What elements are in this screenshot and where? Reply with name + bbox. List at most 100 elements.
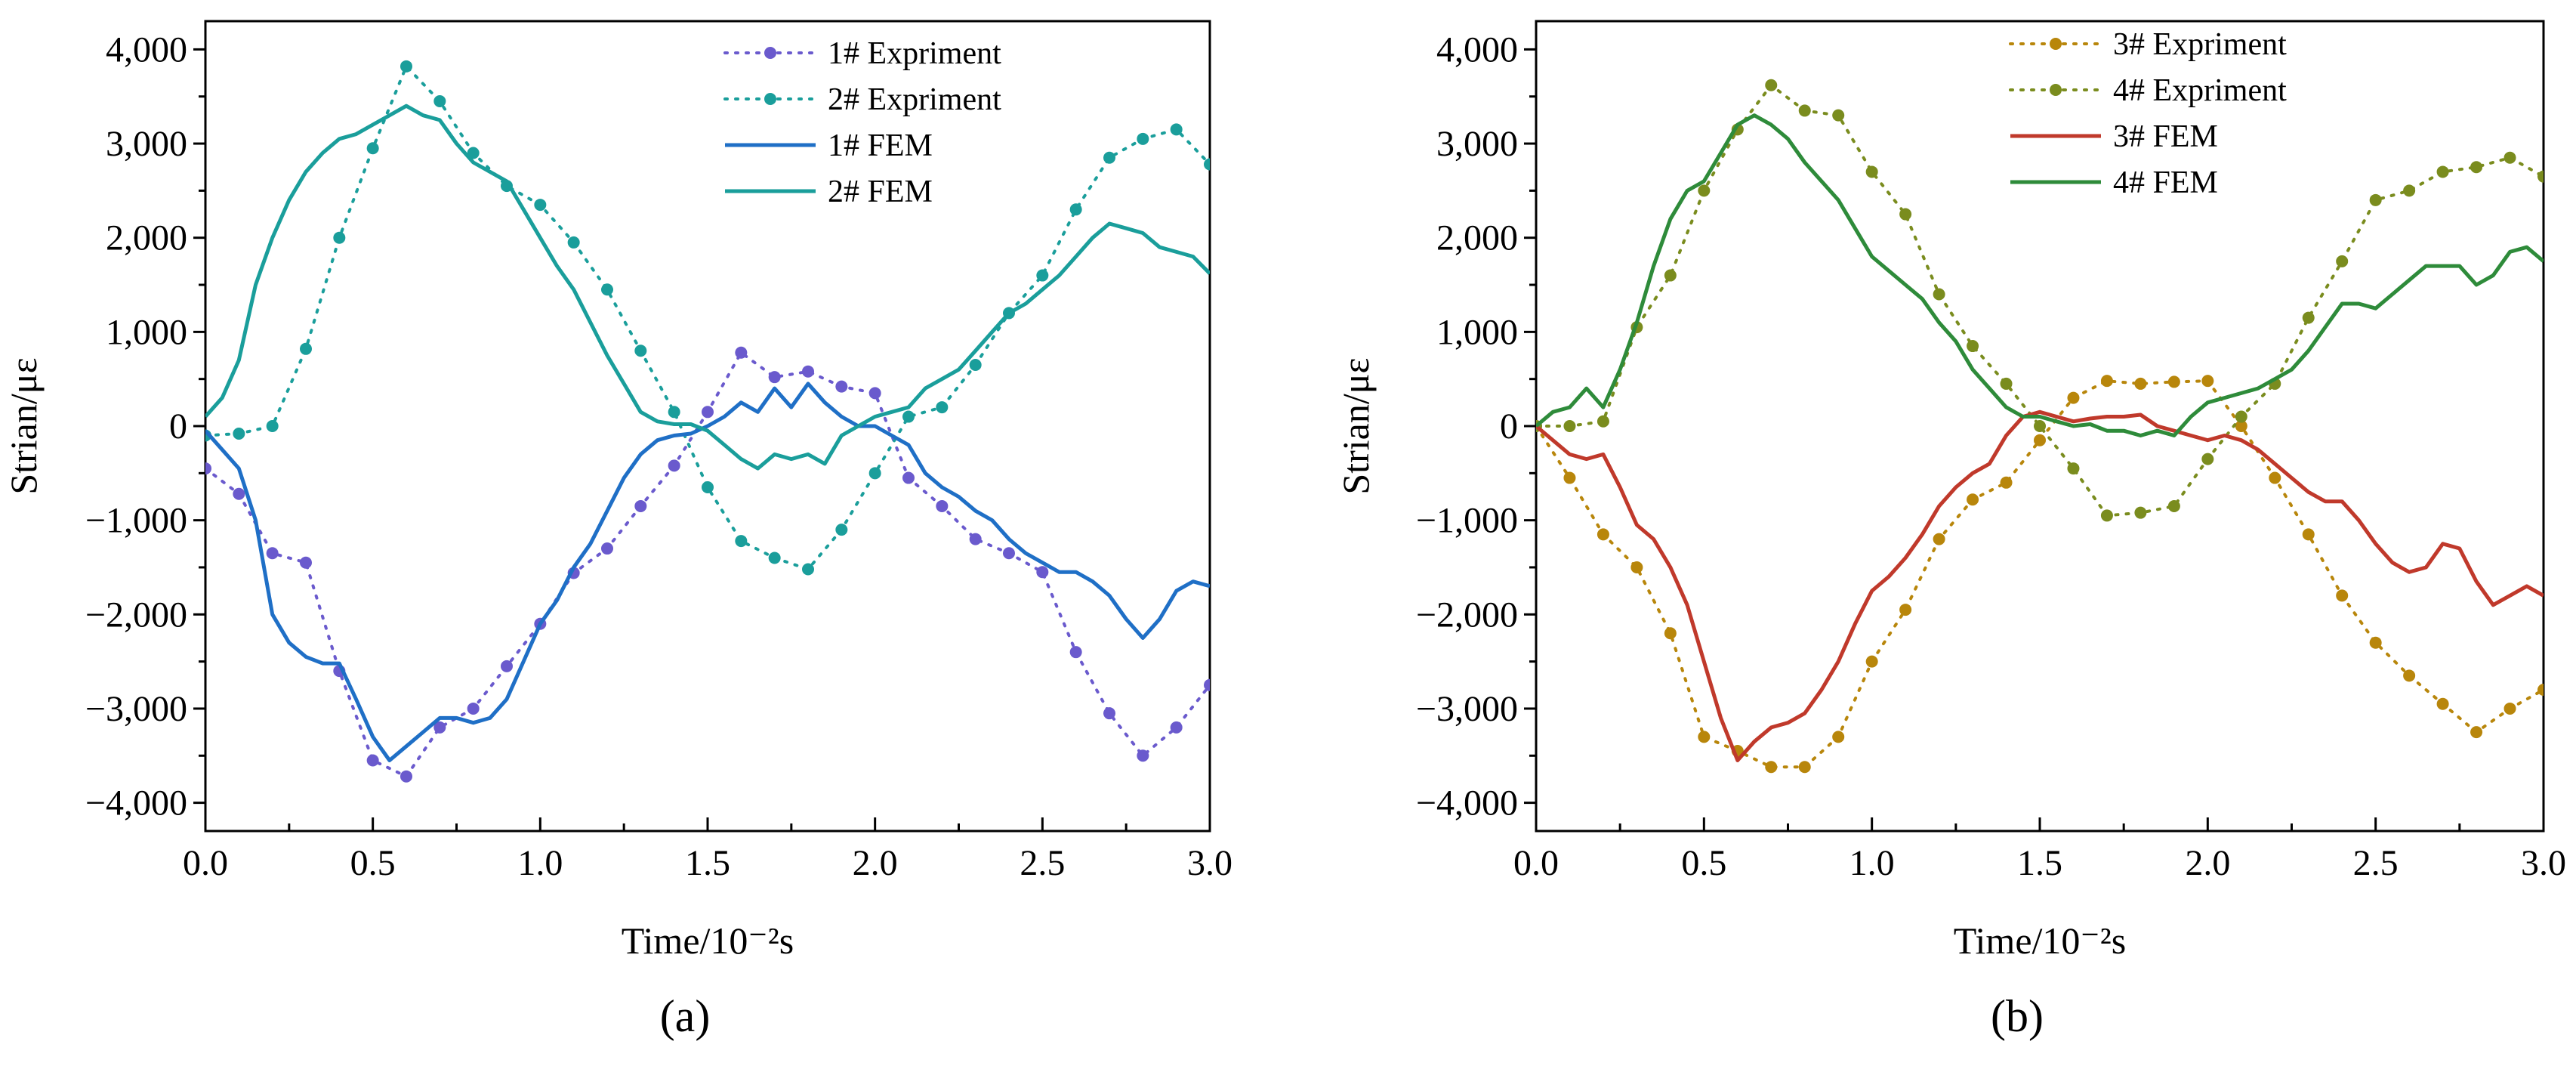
series-2-expriment bbox=[205, 60, 1210, 576]
data-point bbox=[467, 147, 480, 159]
data-point bbox=[567, 236, 580, 249]
y-tick-label: −4,000 bbox=[1416, 783, 1518, 823]
y-tick-label: 1,000 bbox=[106, 312, 187, 352]
series-1-fem bbox=[205, 382, 1210, 762]
data-point bbox=[2167, 375, 2180, 388]
data-point bbox=[1103, 707, 1115, 720]
data-point bbox=[835, 524, 848, 536]
data-point bbox=[300, 342, 312, 355]
data-point bbox=[300, 556, 312, 569]
data-point bbox=[702, 406, 714, 419]
data-point bbox=[634, 344, 647, 357]
x-axis-label: Time/10⁻²s bbox=[622, 919, 794, 962]
data-point bbox=[868, 387, 881, 400]
x-axis-label: Time/10⁻²s bbox=[1954, 919, 2127, 962]
legend-label: 2# FEM bbox=[828, 175, 933, 209]
y-tick-label: −2,000 bbox=[85, 595, 187, 635]
data-point bbox=[2034, 420, 2046, 432]
legend-marker bbox=[2050, 38, 2062, 50]
y-tick-label: −4,000 bbox=[85, 783, 187, 823]
series-line bbox=[205, 382, 1210, 762]
data-point bbox=[1967, 493, 1979, 506]
legend-label: 3# Expriment bbox=[2113, 27, 2287, 62]
series-4-fem bbox=[1536, 113, 2544, 437]
data-point bbox=[802, 365, 814, 378]
data-point bbox=[1137, 749, 1149, 762]
y-tick-label: 3,000 bbox=[1436, 124, 1518, 164]
legend-marker bbox=[764, 47, 776, 59]
data-point bbox=[433, 721, 446, 734]
data-point bbox=[969, 358, 982, 371]
data-point bbox=[1170, 123, 1183, 136]
data-point bbox=[2504, 151, 2516, 164]
data-point bbox=[1832, 731, 1845, 743]
series-3-expriment bbox=[1536, 375, 2544, 774]
data-point bbox=[1664, 269, 1677, 282]
x-tick-label: 0.0 bbox=[1513, 843, 1559, 883]
data-point bbox=[634, 499, 647, 512]
data-point bbox=[1204, 158, 1210, 171]
data-point bbox=[2100, 509, 2113, 522]
y-tick-label: 1,000 bbox=[1436, 312, 1518, 352]
panel-label: (a) bbox=[660, 991, 711, 1041]
x-tick-label: 2.0 bbox=[853, 843, 898, 883]
data-point bbox=[2302, 311, 2315, 324]
x-tick-label: 3.0 bbox=[1187, 843, 1232, 883]
y-tick-label: −1,000 bbox=[85, 501, 187, 541]
legend-label: 4# Expriment bbox=[2113, 73, 2287, 108]
data-point bbox=[333, 231, 346, 244]
data-point bbox=[2537, 684, 2544, 697]
data-point bbox=[1865, 655, 1878, 668]
data-point bbox=[2369, 193, 2382, 206]
chart-panel-a: 0.0 0.5 1.0 1.5 2.0 2.5 3.0 −4,000 −3,000 −2,000 −… bbox=[2, 20, 1232, 1041]
legend-marker bbox=[2050, 84, 2062, 96]
data-point bbox=[1597, 528, 1609, 541]
data-point bbox=[868, 467, 881, 480]
data-point bbox=[936, 499, 949, 512]
data-point bbox=[467, 702, 480, 715]
y-tick-label: 0 bbox=[169, 406, 187, 446]
y-tick-label: −3,000 bbox=[1416, 689, 1518, 729]
data-point bbox=[768, 551, 781, 564]
data-point bbox=[1069, 646, 1082, 659]
data-point bbox=[2269, 471, 2281, 484]
series-line bbox=[205, 63, 1210, 571]
data-point bbox=[2235, 420, 2247, 432]
data-point bbox=[2100, 375, 2113, 388]
data-point bbox=[2235, 410, 2247, 423]
series-2-fem bbox=[205, 104, 1210, 471]
data-point bbox=[735, 346, 748, 359]
data-point bbox=[1933, 288, 1945, 301]
data-point bbox=[1765, 79, 1778, 91]
data-point bbox=[400, 60, 412, 73]
data-point bbox=[1597, 415, 1609, 428]
y-tick-label: 2,000 bbox=[1436, 218, 1518, 258]
legend-label: 1# Expriment bbox=[828, 36, 1001, 71]
series-layer bbox=[1536, 79, 2544, 774]
data-point bbox=[1698, 731, 1711, 743]
data-point bbox=[1832, 109, 1845, 122]
series-4-expriment bbox=[1536, 79, 2544, 522]
series-line bbox=[205, 104, 1210, 471]
legend-label: 1# FEM bbox=[828, 128, 933, 163]
y-tick-label: −3,000 bbox=[85, 689, 187, 729]
data-point bbox=[233, 487, 245, 500]
data-point bbox=[802, 563, 814, 576]
data-point bbox=[1137, 132, 1149, 145]
data-point bbox=[205, 462, 211, 475]
y-tick-label: −1,000 bbox=[1416, 501, 1518, 541]
data-point bbox=[1003, 547, 1015, 560]
data-point bbox=[266, 420, 279, 432]
data-point bbox=[1865, 165, 1878, 178]
data-point bbox=[2436, 165, 2449, 178]
data-point bbox=[668, 459, 680, 472]
data-point bbox=[2167, 499, 2180, 512]
data-point bbox=[2369, 636, 2382, 649]
data-point bbox=[2000, 377, 2013, 390]
data-point bbox=[534, 199, 547, 212]
data-point bbox=[2336, 255, 2349, 267]
y-axis-label: Strian/με bbox=[1334, 357, 1377, 494]
data-point bbox=[1765, 761, 1778, 774]
x-tick-label: 0.0 bbox=[183, 843, 228, 883]
data-point bbox=[266, 547, 279, 560]
